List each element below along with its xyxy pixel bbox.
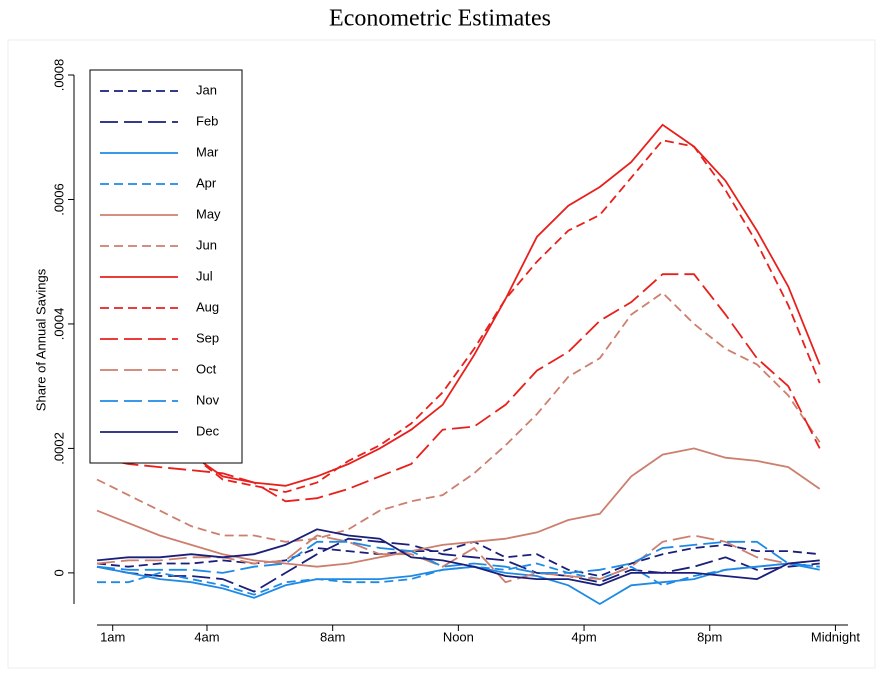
legend: Jan Feb Mar Apr May Jun Jul Aug Sep Oct Nov Dec: [89, 69, 243, 464]
series-line: [96, 540, 820, 574]
series-line: [96, 291, 821, 543]
series-line: [96, 447, 821, 568]
chart-title: Econometric Estimates: [329, 6, 551, 32]
legend-label: Dec: [196, 423, 220, 438]
series-line: [96, 273, 821, 503]
legend-label: Aug: [196, 299, 219, 314]
x-tick-label: Noon: [443, 629, 474, 644]
legend-label: Jun: [196, 237, 217, 252]
legend-label: Jan: [196, 82, 217, 97]
series-line: [96, 537, 820, 593]
x-tick-label: 8pm: [697, 629, 722, 644]
legend-label: Nov: [196, 392, 220, 407]
legend-label: Feb: [196, 113, 218, 128]
legend-label: Apr: [196, 175, 217, 190]
x-tick-label: 8am: [320, 629, 345, 644]
series-line: [96, 528, 820, 587]
series-line: [97, 139, 821, 493]
series-line: [97, 562, 820, 596]
x-tick-label: Midnight: [811, 629, 861, 644]
series-line: [96, 562, 820, 606]
y-axis-label: Share of Annual Savings: [33, 268, 48, 411]
legend-box: [89, 69, 243, 464]
y-tick-label: 0: [51, 569, 66, 576]
x-tick-label: 4am: [194, 629, 219, 644]
legend-label: Sep: [196, 330, 219, 345]
legend-label: Jul: [196, 268, 213, 283]
y-tick-label: .0006: [51, 183, 66, 216]
y-tick-label: .0008: [51, 59, 66, 92]
y-tick-label: .0002: [51, 432, 66, 465]
y-tick-label: .0004: [51, 308, 66, 341]
plot-frame: [7, 39, 876, 669]
x-tick-label: 4pm: [571, 629, 596, 644]
series-line: [96, 540, 820, 577]
legend-label: Mar: [196, 144, 219, 159]
legend-label: Oct: [196, 361, 217, 376]
legend-label: May: [196, 206, 221, 221]
x-tick-label: 1am: [100, 629, 125, 644]
